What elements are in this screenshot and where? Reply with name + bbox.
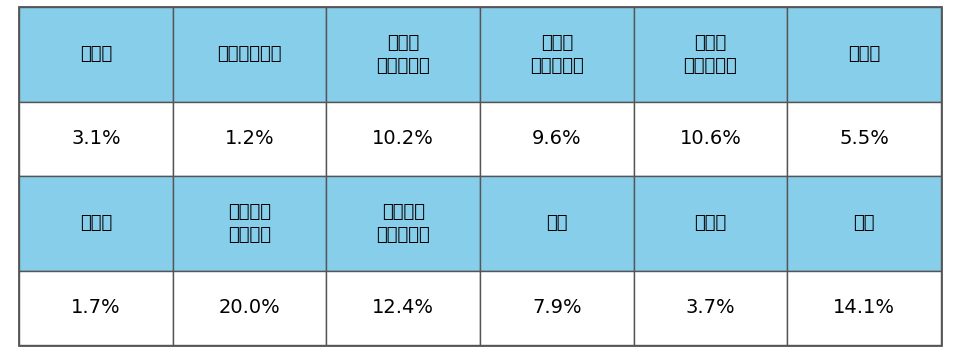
Bar bbox=[787, 176, 941, 271]
Bar bbox=[19, 176, 173, 271]
Text: 経営者・役員: 経営者・役員 bbox=[217, 45, 282, 63]
Text: 1.7%: 1.7% bbox=[71, 298, 121, 317]
Text: 12.4%: 12.4% bbox=[372, 298, 434, 317]
Text: 会社員
（その他）: 会社員 （その他） bbox=[684, 33, 737, 75]
Text: 3.7%: 3.7% bbox=[685, 298, 735, 317]
Text: 自営業: 自営業 bbox=[848, 45, 880, 63]
Text: 3.1%: 3.1% bbox=[71, 129, 121, 148]
Bar bbox=[173, 271, 326, 345]
Text: 専業主婦
（主夫）: 専業主婦 （主夫） bbox=[228, 202, 271, 244]
Bar bbox=[787, 7, 941, 102]
Text: 学生: 学生 bbox=[546, 214, 567, 232]
Text: 7.9%: 7.9% bbox=[532, 298, 582, 317]
Bar bbox=[634, 102, 787, 176]
Bar bbox=[19, 102, 173, 176]
Bar bbox=[326, 7, 480, 102]
Bar bbox=[634, 176, 787, 271]
Text: 1.2%: 1.2% bbox=[225, 129, 275, 148]
Bar bbox=[480, 102, 634, 176]
Bar bbox=[634, 7, 787, 102]
Bar bbox=[787, 271, 941, 345]
Text: 公務員: 公務員 bbox=[80, 45, 112, 63]
Bar bbox=[173, 7, 326, 102]
Bar bbox=[326, 176, 480, 271]
Bar bbox=[480, 271, 634, 345]
Bar bbox=[173, 102, 326, 176]
Text: 9.6%: 9.6% bbox=[532, 129, 582, 148]
Text: 無職: 無職 bbox=[853, 214, 875, 232]
Bar bbox=[787, 102, 941, 176]
Text: 10.2%: 10.2% bbox=[372, 129, 434, 148]
Bar bbox=[326, 102, 480, 176]
Text: 10.6%: 10.6% bbox=[680, 129, 741, 148]
Bar bbox=[326, 271, 480, 345]
Text: 自由業: 自由業 bbox=[80, 214, 112, 232]
Text: 20.0%: 20.0% bbox=[219, 298, 280, 317]
Text: その他: その他 bbox=[694, 214, 727, 232]
Bar bbox=[19, 271, 173, 345]
Bar bbox=[480, 7, 634, 102]
Text: 会社員
（事務系）: 会社員 （事務系） bbox=[376, 33, 430, 75]
Text: 会社員
（技術系）: 会社員 （技術系） bbox=[530, 33, 584, 75]
Text: パート・
アルバイト: パート・ アルバイト bbox=[376, 202, 430, 244]
Bar bbox=[19, 7, 173, 102]
Text: 5.5%: 5.5% bbox=[839, 129, 889, 148]
Bar bbox=[480, 176, 634, 271]
Text: 14.1%: 14.1% bbox=[833, 298, 895, 317]
Bar bbox=[173, 176, 326, 271]
Bar bbox=[634, 271, 787, 345]
